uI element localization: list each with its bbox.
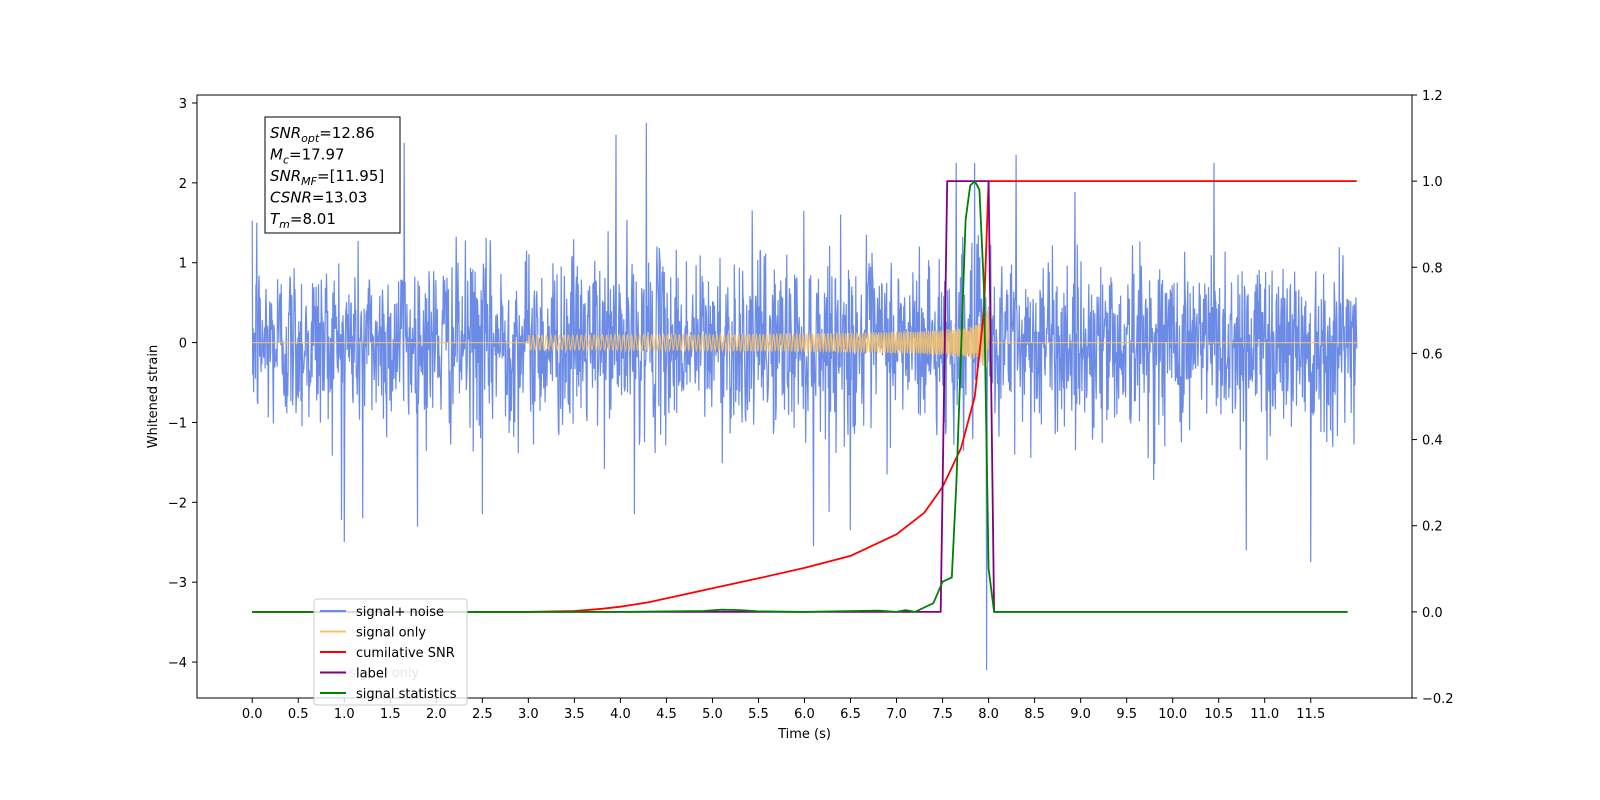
x-tick-label: 8.5 <box>1024 707 1045 722</box>
x-axis: 0.0 0.5 1.0 1.5 2.0 2.5 3.0 3.5 4.0 4.5 5.0 5.5 6.0 6… <box>242 698 1325 722</box>
y-tick-label: 3 <box>179 97 187 112</box>
x-tick-label: 3.0 <box>518 707 539 722</box>
info-line: SNRMF=[11.95] <box>270 167 384 188</box>
x-tick-label: 5.0 <box>702 707 723 722</box>
series-signal-statistics <box>252 180 1348 613</box>
x-tick-label: 0.0 <box>242 707 263 722</box>
info-line: CSNR=13.03 <box>270 189 367 207</box>
info-box: SNRopt=12.86Mc=17.97SNRMF=[11.95]CSNR=13… <box>264 116 401 234</box>
x-tick-label: 3.5 <box>564 707 585 722</box>
y2-tick-label: 0.8 <box>1422 261 1443 276</box>
x-tick-label: 11.5 <box>1296 707 1325 722</box>
x-tick-label: 1.0 <box>334 707 355 722</box>
legend-frame <box>313 598 468 706</box>
info-line: Tm=8.01 <box>270 210 336 231</box>
y-axis-right: 1.2 1.0 0.8 0.6 0.4 0.2 0.0 −0.2 <box>1412 89 1454 707</box>
info-line: Mc=17.97 <box>270 146 345 167</box>
y-tick-label: −2 <box>168 496 187 511</box>
series-layer <box>251 122 1358 671</box>
y-tick-label: −4 <box>168 656 187 671</box>
y2-tick-label: 1.2 <box>1422 89 1443 104</box>
legend-label: cumilative SNR <box>356 646 455 661</box>
y-tick-label: −3 <box>168 576 187 591</box>
x-tick-label: 2.5 <box>472 707 493 722</box>
series-signal-only <box>252 307 1357 368</box>
x-tick-label: 4.0 <box>610 707 631 722</box>
x-tick-label: 9.5 <box>1116 707 1137 722</box>
y-tick-label: −1 <box>168 416 187 431</box>
y-axis-title: Whitened strain <box>146 345 161 448</box>
x-tick-label: 6.0 <box>794 707 815 722</box>
y2-tick-label: −0.2 <box>1422 692 1454 707</box>
x-tick-label: 7.5 <box>932 707 953 722</box>
y2-tick-label: 0.4 <box>1422 434 1443 449</box>
x-axis-title: Time (s) <box>777 727 831 742</box>
x-tick-label: 6.5 <box>840 707 861 722</box>
legend-label: signal only <box>356 626 426 641</box>
info-box-frame <box>264 116 401 234</box>
x-tick-label: 1.5 <box>380 707 401 722</box>
y2-tick-label: 0.2 <box>1422 520 1443 535</box>
series-cumulative-snr <box>252 180 1357 613</box>
x-tick-label: 9.0 <box>1070 707 1091 722</box>
x-tick-label: 0.5 <box>288 707 309 722</box>
legend-label: label <box>356 667 387 682</box>
series-signal-noise <box>251 122 1358 671</box>
x-tick-label: 2.0 <box>426 707 447 722</box>
y-axis-left: 3 2 1 0 −1 −2 −3 −4 <box>168 97 197 671</box>
y2-tick-label: 1.0 <box>1422 175 1443 190</box>
y2-tick-label: 0.6 <box>1422 347 1443 362</box>
y-tick-label: 1 <box>179 257 187 272</box>
info-line: SNRopt=12.86 <box>270 124 375 145</box>
x-tick-label: 8.0 <box>978 707 999 722</box>
y2-tick-label: 0.0 <box>1422 606 1443 621</box>
x-tick-label: 4.5 <box>656 707 677 722</box>
x-tick-label: 7.0 <box>886 707 907 722</box>
y-tick-label: 2 <box>179 177 187 192</box>
y-tick-label: 0 <box>179 337 187 352</box>
legend-label: signal statistics <box>356 687 457 702</box>
x-tick-label: 5.5 <box>748 707 769 722</box>
x-tick-label: 10.5 <box>1204 707 1233 722</box>
x-tick-label: 10.0 <box>1158 707 1187 722</box>
legend-label: signal+ noise <box>356 605 444 620</box>
x-tick-label: 11.0 <box>1250 707 1279 722</box>
